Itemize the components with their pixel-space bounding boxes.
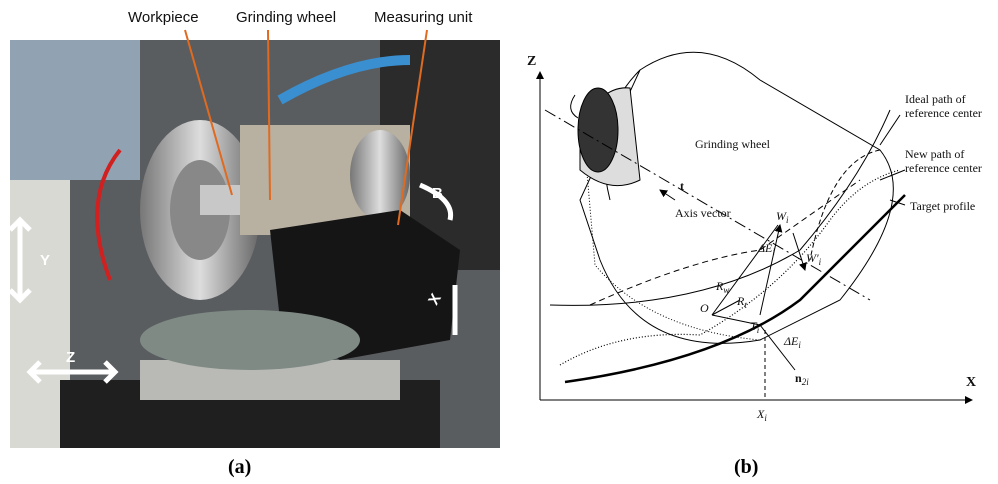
photo xyxy=(10,30,500,448)
symbol: n2i xyxy=(795,371,809,387)
symbol: ΔEi xyxy=(783,334,801,350)
axis-label: B xyxy=(432,185,443,202)
caption: (b) xyxy=(734,456,758,478)
axis-label: Y xyxy=(40,252,50,269)
symbol-sub: i xyxy=(798,340,801,350)
axis-label: Z xyxy=(66,349,75,366)
symbol-base: ΔE xyxy=(783,334,799,348)
label: Grinding wheel xyxy=(695,137,771,151)
axis-label: Z xyxy=(527,54,536,69)
symbol-sub: w xyxy=(723,285,729,295)
figure: Workpiece Grinding wheel Measuring unit … xyxy=(0,0,998,484)
label: reference center xyxy=(905,161,982,175)
symbol-base: W' xyxy=(806,251,819,265)
label: Target profile xyxy=(910,199,975,213)
symbol-base: ΔE xyxy=(757,241,773,255)
label: Workpiece xyxy=(128,9,199,26)
label: reference center xyxy=(905,106,982,120)
axis-label: X xyxy=(966,375,976,390)
symbol-sub: 2i xyxy=(802,377,810,387)
label: Grinding wheel xyxy=(236,9,336,26)
label: t xyxy=(680,179,684,193)
label: Measuring unit xyxy=(374,9,473,26)
label: New path of xyxy=(905,147,964,161)
caption: (a) xyxy=(228,456,251,478)
symbol: O xyxy=(700,301,709,315)
label: Ideal path of xyxy=(905,92,966,106)
label: Axis vector xyxy=(675,206,731,220)
symbol-sub: i xyxy=(764,413,767,423)
symbol-base: O xyxy=(700,301,709,315)
symbol: Xi xyxy=(756,407,767,423)
